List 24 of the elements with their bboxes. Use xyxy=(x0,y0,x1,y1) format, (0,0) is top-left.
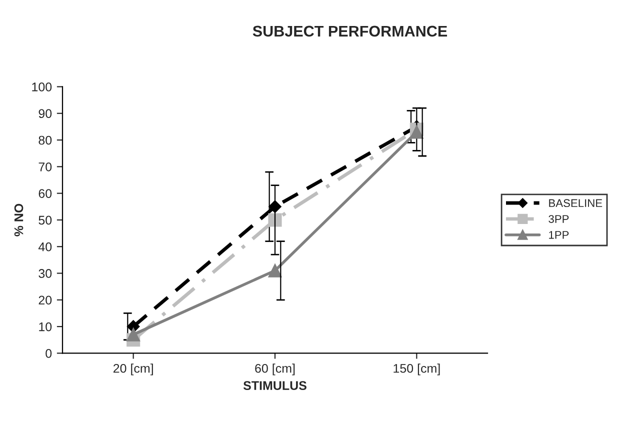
y-tick-label: 70 xyxy=(38,162,52,172)
x-tick-label: 60 [cm] xyxy=(255,364,295,376)
y-tick-label: 60 xyxy=(38,189,52,198)
y-tick-label: 0 xyxy=(46,349,52,358)
y-tick-label: 30 xyxy=(38,269,52,278)
legend-label: 3PP xyxy=(548,215,569,223)
x-tick-label: 20 [cm] xyxy=(113,364,153,376)
legend-label: 1PP xyxy=(549,231,569,239)
legend-label: BASELINE xyxy=(549,199,602,208)
y-tick-label: 90 xyxy=(38,109,52,118)
y-axis-title: % NO xyxy=(14,204,24,236)
y-tick-label: 80 xyxy=(38,136,52,145)
x-axis-title: STIMULUS xyxy=(243,381,306,390)
y-tick-label: 100 xyxy=(32,82,52,92)
y-tick-label: 10 xyxy=(39,322,52,332)
point xyxy=(126,328,140,342)
point xyxy=(268,213,282,227)
x-tick-label: 150 [cm] xyxy=(394,364,440,376)
y-tick-label: 50 xyxy=(38,216,52,225)
point xyxy=(410,125,424,139)
chart-title: SUBJECT PERFORMANCE xyxy=(252,26,448,37)
y-tick-label: 40 xyxy=(38,242,52,252)
point xyxy=(268,264,282,278)
y-tick-label: 20 xyxy=(38,296,52,305)
